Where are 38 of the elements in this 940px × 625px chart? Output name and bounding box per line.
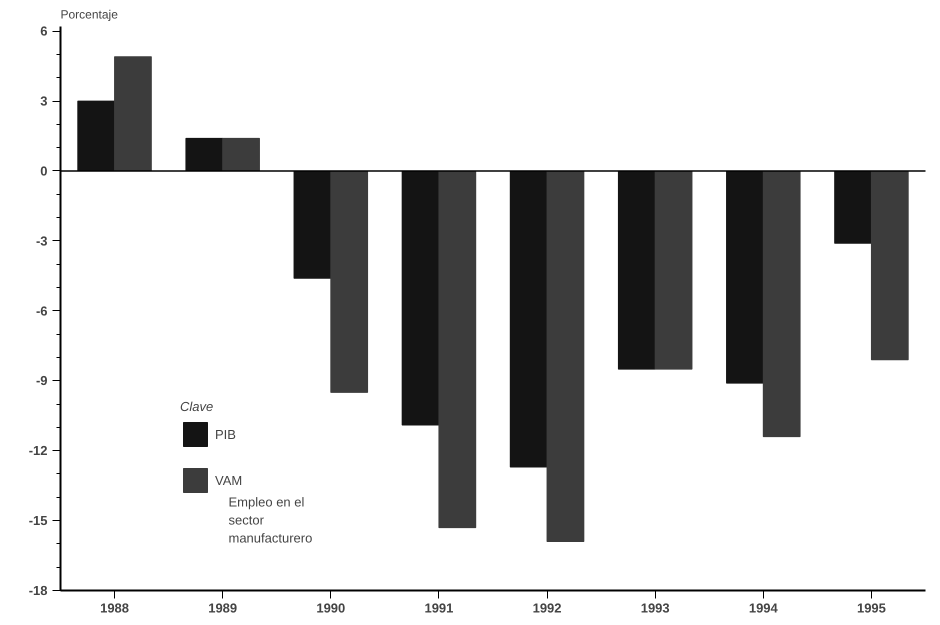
y-tick-label: -9 <box>36 373 48 388</box>
bar <box>438 170 476 528</box>
bar <box>546 170 584 542</box>
y-tick-label: -15 <box>28 513 48 528</box>
bar <box>870 170 909 360</box>
x-tick-label: 1991 <box>424 600 454 616</box>
bar <box>726 170 764 384</box>
bar <box>294 170 332 279</box>
bar <box>114 56 152 172</box>
x-tick-label: 1995 <box>856 600 886 616</box>
bar <box>834 170 872 244</box>
y-tick-label: 6 <box>40 24 48 39</box>
annotation: Empleo en el sector manufacturero <box>228 494 312 546</box>
y-tick-label: -6 <box>36 303 48 318</box>
y-tick-label: -3 <box>36 233 48 248</box>
legend-label: PIB <box>215 426 236 442</box>
bar <box>618 170 656 370</box>
x-tick-label: 1992 <box>532 600 562 616</box>
y-axis-title: Porcentaje <box>60 8 118 22</box>
bar <box>77 100 116 172</box>
x-tick-label: 1990 <box>316 600 346 616</box>
y-tick-label: -18 <box>28 583 48 598</box>
bar <box>222 138 260 172</box>
bar <box>402 170 440 426</box>
y-tick-label: 0 <box>40 163 48 178</box>
x-tick-label: 1989 <box>208 600 238 616</box>
legend-title: Clave <box>180 399 214 414</box>
x-tick-label: 1993 <box>640 600 670 616</box>
bar <box>185 138 224 172</box>
legend-label: VAM <box>215 472 242 488</box>
x-tick-label: 1988 <box>100 600 130 616</box>
bar <box>330 170 368 393</box>
bar <box>762 170 801 438</box>
y-tick-label: 3 <box>40 94 48 109</box>
bar <box>510 170 548 468</box>
y-tick-label: -12 <box>28 443 48 458</box>
x-tick-label: 1994 <box>748 600 779 616</box>
bar <box>654 170 692 370</box>
